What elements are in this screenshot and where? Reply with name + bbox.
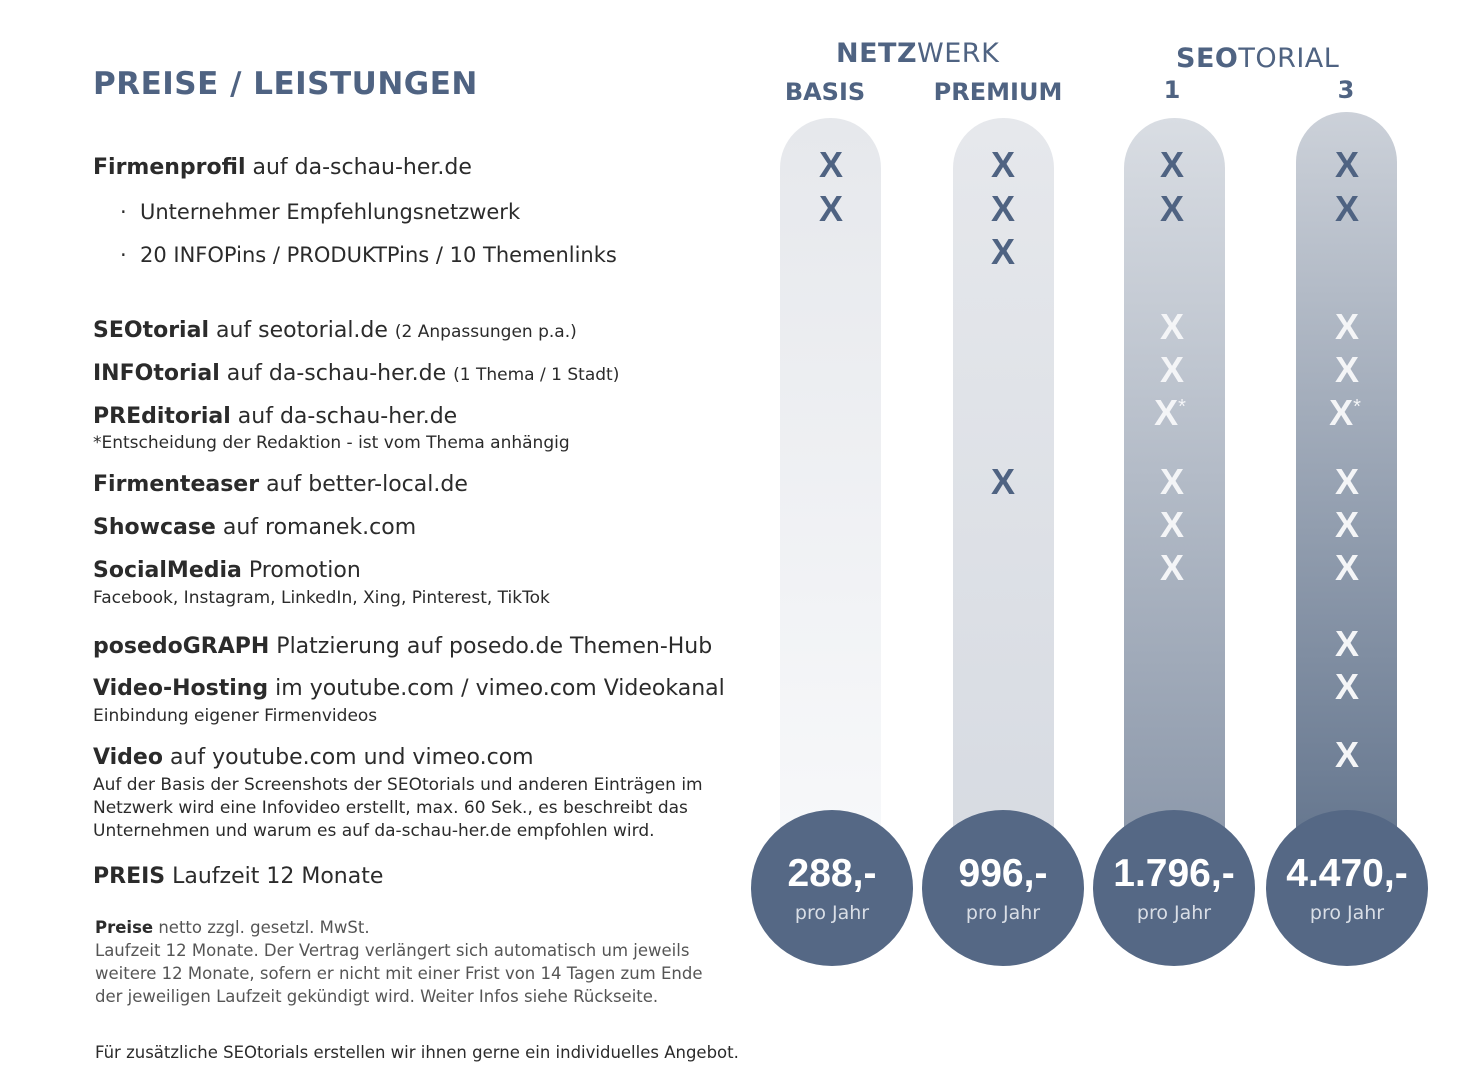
row-preditorial: PREditorial auf da-schau-her.de xyxy=(93,404,458,429)
check-mark-seo3-infotorial: X xyxy=(1334,349,1359,390)
price-badge-seotorial-3: 4.470,- pro Jahr xyxy=(1266,810,1428,966)
price-period: pro Jahr xyxy=(794,902,870,924)
check-mark-premium-firmenteaser: X xyxy=(990,461,1015,502)
price-badge-premium: 996,- pro Jahr xyxy=(922,810,1084,966)
row-posedograph: posedoGRAPH Platzierung auf posedo.de Th… xyxy=(93,634,713,659)
row-firmenprofil: Firmenprofil auf da-schau-her.de xyxy=(93,155,472,180)
check-mark-seo1-firmenprofil: X xyxy=(1159,144,1184,185)
row-infotorial: INFOtorial auf da-schau-her.de (1 Thema … xyxy=(93,361,620,386)
check-mark-seo1-firmenteaser: X xyxy=(1159,461,1184,502)
row-socialmedia-sub: Facebook, Instagram, LinkedIn, Xing, Pin… xyxy=(93,588,550,608)
check-mark-seo3-video-hosting: X xyxy=(1334,666,1359,707)
row-socialmedia: SocialMedia Promotion xyxy=(93,558,361,583)
row-preis: PREIS Laufzeit 12 Monate xyxy=(93,864,384,889)
row-seotorial: SEOtorial auf seotorial.de (2 Anpassunge… xyxy=(93,318,577,343)
check-mark-seo3-seotorial: X xyxy=(1334,306,1359,347)
check-mark-seo1-preditorial: X* xyxy=(1154,392,1186,433)
price-period: pro Jahr xyxy=(1136,902,1212,924)
check-mark-seo1-seotorial: X xyxy=(1159,306,1184,347)
price-amount: 288,- xyxy=(787,852,877,895)
price-amount: 4.470,- xyxy=(1286,852,1408,895)
check-mark-seo1-showcase: X xyxy=(1159,504,1184,545)
row-video-hosting-sub: Einbindung eigener Firmenvideos xyxy=(93,706,378,726)
group-title-seotorial: SEOTORIAL xyxy=(1176,43,1340,74)
notes-line-2: Laufzeit 12 Monate. Der Vertrag verlänge… xyxy=(95,941,690,960)
check-mark-seo1-socialmedia: X xyxy=(1159,547,1184,588)
column-header-basis: BASIS xyxy=(784,78,866,106)
row-video-desc-1: Auf der Basis der Screenshots der SEOtor… xyxy=(93,775,703,795)
column-header-premium: PREMIUM xyxy=(933,78,1063,106)
check-mark-premium-firmenprofil: X xyxy=(990,144,1015,185)
check-mark-seo1-infotorial: X xyxy=(1159,349,1184,390)
row-video-hosting: Video-Hosting im youtube.com / vimeo.com… xyxy=(93,676,725,701)
row-firmenteaser: Firmenteaser auf better-local.de xyxy=(93,472,468,497)
price-badge-seotorial-1: 1.796,- pro Jahr xyxy=(1093,810,1255,966)
notes-line-3: weitere 12 Monate, sofern er nicht mit e… xyxy=(95,964,703,983)
price-period: pro Jahr xyxy=(1309,902,1385,924)
column-premium xyxy=(953,118,1054,838)
notes-preise: Preise netto zzgl. gesetzl. MwSt. xyxy=(95,918,370,937)
column-seotorial-3 xyxy=(1296,112,1397,838)
check-mark-seo3-posedograph: X xyxy=(1334,623,1359,664)
row-video: Video auf youtube.com und vimeo.com xyxy=(93,745,534,770)
check-mark-seo3-showcase: X xyxy=(1334,504,1359,545)
check-mark-seo3-firmenteaser: X xyxy=(1334,461,1359,502)
row-preditorial-note: *Entscheidung der Redaktion - ist vom Th… xyxy=(93,433,570,453)
price-amount: 1.796,- xyxy=(1113,852,1235,895)
group-title-netzwerk: NETZWERK xyxy=(836,38,1000,69)
column-seotorial-1 xyxy=(1124,118,1225,838)
footer-note: Für zusätzliche SEOtorials erstellen wir… xyxy=(95,1043,739,1062)
column-header-seotorial-1: 1 xyxy=(1163,76,1181,104)
row-video-desc-3: Unternehmen und warum es auf da-schau-he… xyxy=(93,821,655,841)
price-badge-basis: 288,- pro Jahr xyxy=(751,810,913,966)
column-basis xyxy=(780,118,881,838)
notes-line-4: der jeweiligen Laufzeit gekündigt wird. … xyxy=(95,987,659,1006)
page-title: PREISE / LEISTUNGEN xyxy=(93,66,478,102)
check-mark-seo1-empfehlungsnetzwerk: X xyxy=(1159,188,1184,229)
row-video-desc-2: Netzwerk wird eine Infovideo erstellt, m… xyxy=(93,798,688,818)
check-mark-basis-empfehlungsnetzwerk: X xyxy=(818,188,843,229)
check-mark-seo3-socialmedia: X xyxy=(1334,547,1359,588)
row-bullet-empfehlungsnetzwerk: · Unternehmer Empfehlungsnetzwerk xyxy=(120,200,521,224)
column-header-seotorial-3: 3 xyxy=(1337,76,1355,104)
check-mark-seo3-video: X xyxy=(1334,734,1359,775)
row-bullet-infopins: · 20 INFOPins / PRODUKTPins / 10 Themenli… xyxy=(120,243,617,267)
check-mark-seo3-preditorial: X* xyxy=(1329,392,1361,433)
check-mark-seo3-firmenprofil: X xyxy=(1334,144,1359,185)
check-mark-basis-firmenprofil: X xyxy=(818,144,843,185)
check-mark-seo3-empfehlungsnetzwerk: X xyxy=(1334,188,1359,229)
check-mark-premium-empfehlungsnetzwerk: X xyxy=(990,188,1015,229)
row-showcase: Showcase auf romanek.com xyxy=(93,515,417,540)
check-mark-premium-infopins: X xyxy=(990,231,1015,272)
price-period: pro Jahr xyxy=(965,902,1041,924)
price-amount: 996,- xyxy=(958,852,1048,895)
